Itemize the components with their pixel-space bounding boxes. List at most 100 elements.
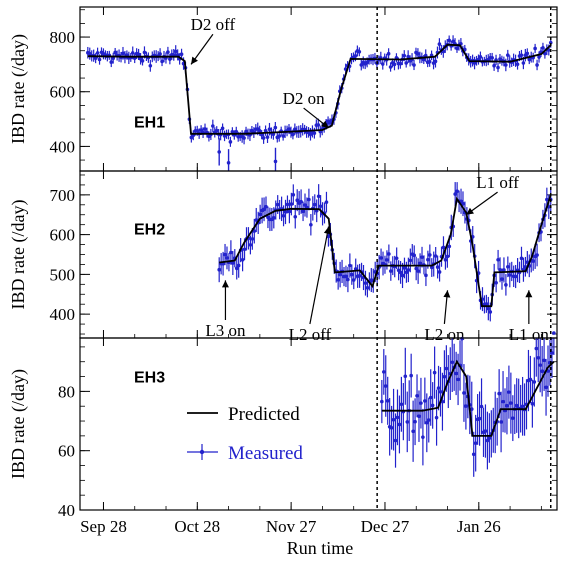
eh2-measured-point	[348, 263, 352, 268]
eh2-measured-point	[344, 274, 348, 279]
eh2-measured-point	[287, 209, 292, 214]
eh1-measured-point	[273, 125, 278, 130]
eh1-measured-point	[179, 52, 184, 57]
eh3-measured-point	[436, 386, 441, 390]
eh3-measured-point	[552, 331, 556, 335]
eh2-measured-point	[316, 194, 321, 199]
eh2-predicted-line	[219, 194, 552, 308]
eh1-measured-point	[478, 55, 483, 59]
eh2-measured-point	[486, 306, 491, 311]
eh2-measured-point	[418, 261, 422, 266]
eh2-annotation-arrowhead	[221, 280, 229, 288]
eh1-measured-point	[291, 132, 295, 137]
eh1-measured-point	[267, 127, 272, 132]
eh3-measured-point	[544, 385, 548, 390]
eh1-measured-point	[421, 57, 426, 62]
eh3-measured-point	[528, 377, 533, 382]
eh1-measured-point	[404, 61, 409, 65]
eh2-measured-point	[424, 273, 428, 278]
eh2-measured-point	[408, 258, 413, 263]
eh1-measured-point	[265, 135, 270, 139]
eh2-measured-point	[506, 265, 510, 269]
eh2-measured-point	[455, 189, 459, 193]
eh3-measured-point	[507, 390, 511, 394]
eh2-measured-point	[402, 266, 407, 270]
eh2-measured-point	[363, 281, 368, 285]
eh3-measured-point	[456, 377, 460, 382]
eh3-measured-point	[417, 414, 421, 419]
eh2-ytick-label: 400	[50, 305, 76, 324]
eh3-measured-point	[473, 441, 478, 445]
eh1-ylabel: IBD rate (/day)	[8, 34, 29, 144]
eh2-ytick-label: 600	[50, 226, 76, 245]
eh1-measured-point	[261, 136, 266, 140]
eh1-measured-point	[160, 59, 164, 64]
eh3-measured-point	[444, 366, 449, 371]
eh3-measured-point	[405, 420, 410, 424]
eh1-measured-point	[113, 50, 117, 55]
eh1-measured-point	[168, 57, 172, 61]
eh1-measured-point	[263, 128, 268, 133]
eh2-measured-point	[264, 204, 268, 209]
eh1-measured-point	[175, 53, 180, 57]
eh2-measured-point	[507, 273, 512, 277]
eh1-measured-point	[217, 150, 221, 154]
eh2-ylabel: IBD rate (/day)	[8, 200, 29, 310]
eh2-measured-point	[437, 270, 442, 274]
legend-predicted-label: Predicted	[228, 404, 300, 425]
eh3-measured-point	[514, 403, 519, 408]
eh3-measured-point	[483, 429, 488, 433]
x-tick-label: Dec 27	[361, 517, 410, 536]
eh2-measured-point	[318, 204, 323, 209]
eh3-measured-point	[538, 363, 542, 367]
eh1-measured-point	[199, 128, 203, 132]
eh1-measured-point	[504, 63, 508, 67]
eh1-measured-point	[271, 132, 276, 137]
eh2-measured-point	[400, 273, 405, 278]
eh3-measured-point	[380, 399, 384, 404]
eh1-measured-point	[427, 59, 432, 64]
eh1-annotation: D2 on	[283, 89, 326, 108]
eh2-measured-point	[252, 229, 257, 233]
eh2-measured-point	[389, 269, 393, 273]
eh3-measured-point	[391, 417, 396, 422]
eh1-measured-point	[406, 54, 410, 59]
eh2-ytick-label: 700	[50, 186, 76, 205]
eh1-measured-point	[533, 46, 537, 51]
eh1-measured-point	[357, 49, 362, 54]
x-axis-label: Run time	[287, 538, 354, 558]
eh2-measured-point	[385, 258, 389, 262]
eh2-measured-point	[229, 250, 233, 255]
eh2-measured-point	[312, 202, 317, 207]
eh2-annotation-arrowhead	[525, 290, 533, 298]
eh2-measured-point	[429, 265, 434, 270]
eh2-measured-point	[223, 252, 227, 257]
eh1-measured-point	[166, 50, 170, 54]
eh1-measured-point	[142, 50, 147, 55]
eh1-measured-point	[173, 49, 178, 54]
eh2-measured-point	[545, 197, 549, 202]
eh3-measured-point	[426, 418, 431, 422]
eh1-measured-point	[121, 51, 125, 56]
eh2-measured-point	[307, 197, 311, 202]
eh1-measured-point	[447, 38, 451, 43]
eh3-measured-point	[385, 399, 390, 403]
eh2-measured-point	[309, 222, 313, 227]
eh1-measured-point	[293, 127, 297, 131]
eh1-measured-point	[365, 60, 369, 65]
eh2-measured-point	[513, 274, 518, 279]
eh1-measured-point	[398, 61, 403, 66]
eh3-measured-point	[501, 399, 505, 404]
eh2-measured-point	[271, 216, 276, 220]
x-tick-label: Jan 26	[457, 517, 501, 536]
eh2-measured-point	[234, 266, 239, 271]
eh2-measured-point	[443, 258, 448, 262]
eh2-measured-point	[217, 267, 221, 272]
eh3-measured-point	[534, 346, 539, 351]
eh2-measured-point	[500, 277, 504, 281]
legend-measured-label: Measured	[228, 443, 303, 464]
eh2-measured-point	[406, 268, 411, 272]
eh1-annotation-arrowhead	[321, 120, 329, 128]
eh1-measured-point	[211, 124, 215, 128]
eh2-measured-point	[351, 278, 356, 282]
